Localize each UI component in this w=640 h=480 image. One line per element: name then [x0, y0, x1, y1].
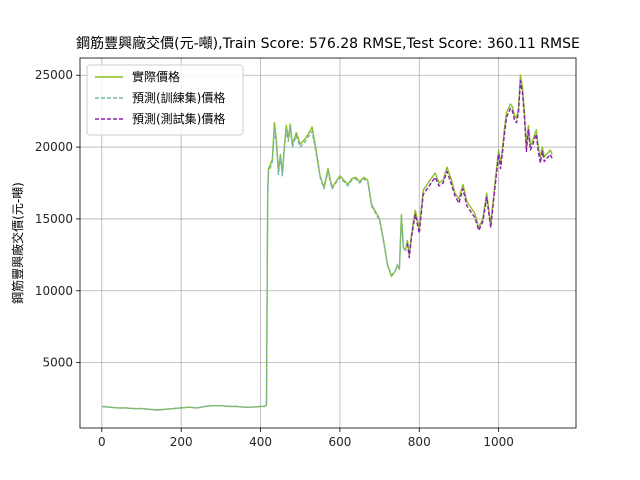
x-tick-label: 200	[170, 435, 193, 449]
y-axis-label: 鋼筋豐興廠交價(元-噸)	[10, 182, 25, 304]
y-tick-label: 15000	[35, 212, 73, 226]
y-tick-label: 25000	[35, 68, 73, 82]
y-tick-label: 10000	[35, 284, 73, 298]
x-tick-label: 0	[98, 435, 106, 449]
x-tick-label: 600	[328, 435, 351, 449]
y-axis: 5000 10000 15000 20000 25000	[35, 68, 80, 370]
legend-label-1: 預測(訓練集)價格	[132, 90, 225, 105]
x-tick-label: 400	[249, 435, 272, 449]
legend-label-0: 實際價格	[132, 69, 180, 84]
y-tick-label: 20000	[35, 140, 73, 154]
series-line-2	[406, 80, 553, 259]
x-tick-label: 800	[408, 435, 431, 449]
x-tick-label: 1000	[483, 435, 514, 449]
grid	[80, 58, 576, 428]
y-tick-label: 5000	[42, 356, 73, 370]
legend-box	[86, 64, 244, 136]
chart-title: 鋼筋豐興廠交價(元-噸),Train Score: 576.28 RMSE,Te…	[76, 35, 580, 52]
plot-frame	[79, 57, 577, 429]
series-layer	[101, 74, 553, 411]
series-line-1	[101, 126, 409, 411]
legend-label-2: 預測(測試集)價格	[132, 111, 225, 126]
x-axis: 0 200 400 600 800 1000	[98, 428, 514, 449]
